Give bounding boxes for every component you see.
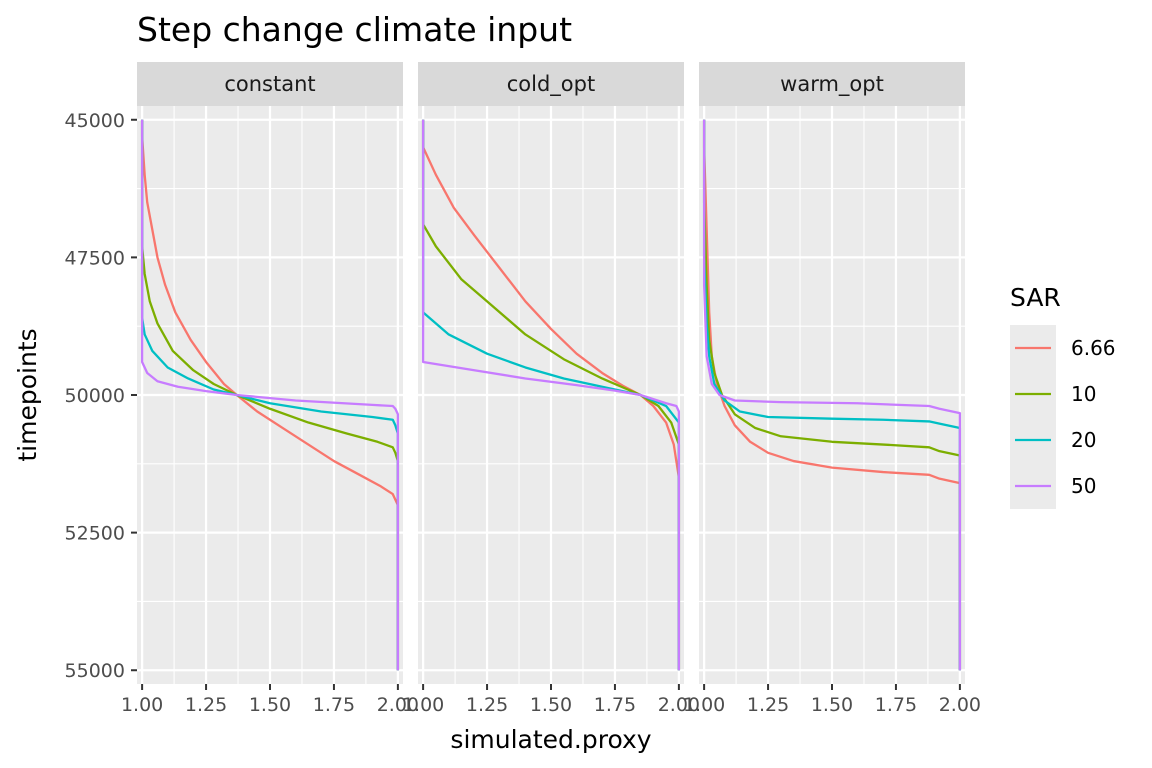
- legend-item: 10: [1010, 371, 1096, 417]
- y-tick-label: 52500: [65, 523, 125, 545]
- legend-label: 10: [1071, 382, 1096, 406]
- x-tick-label: 1.75: [594, 694, 636, 716]
- series-line-6-66: [702, 119, 962, 671]
- facet-panel-cold_opt: cold_opt: [418, 62, 684, 684]
- x-tick-label: 1.00: [121, 694, 163, 716]
- x-tick-label: 1.50: [530, 694, 572, 716]
- x-tick-label: 1.00: [683, 694, 725, 716]
- x-tick-label: 1.00: [402, 694, 444, 716]
- facet-panel-constant: constant: [137, 62, 403, 684]
- x-tick-label: 2.00: [658, 694, 700, 716]
- x-tick-label: 1.25: [747, 694, 789, 716]
- x-axis-title: simulated.proxy: [450, 725, 651, 754]
- x-tick-label: 1.25: [185, 694, 227, 716]
- series-line-50: [140, 119, 400, 671]
- facet-panel-warm_opt: warm_opt: [699, 62, 965, 684]
- facet-strip-label: warm_opt: [780, 72, 884, 97]
- series-line-6-66: [140, 119, 400, 671]
- facet-strip: [699, 62, 965, 106]
- legend-item: 6.66: [1010, 325, 1116, 371]
- x-tick-label: 1.25: [466, 694, 508, 716]
- series-line-10: [421, 119, 681, 671]
- series-line-6-66: [421, 119, 681, 671]
- y-tick-label: 55000: [65, 660, 125, 682]
- series-line-10: [702, 119, 962, 671]
- x-axis-cold_opt: 1.00 1.25 1.50 1.75 2.00: [402, 684, 700, 716]
- series-line-20: [421, 119, 681, 671]
- legend: SAR 6.66 10 20 50: [1010, 283, 1116, 509]
- facet-strip-label: cold_opt: [507, 72, 595, 97]
- y-tick-label: 47500: [65, 247, 125, 269]
- x-tick-label: 1.50: [249, 694, 291, 716]
- series-line-50: [421, 119, 681, 671]
- facet-strip: [137, 62, 403, 106]
- facet-strip-label: constant: [224, 72, 315, 96]
- x-axes: 1.00 1.25 1.50 1.75 2.001.00 1.25 1.50 1.75 2.00…: [121, 684, 981, 716]
- legend-label: 20: [1071, 428, 1096, 452]
- series-line-50: [702, 119, 962, 671]
- x-tick-label: 2.00: [939, 694, 981, 716]
- x-tick-label: 1.50: [811, 694, 853, 716]
- x-tick-label: 1.75: [875, 694, 917, 716]
- legend-label: 50: [1071, 474, 1096, 498]
- x-tick-label: 2.00: [377, 694, 419, 716]
- facet-panels: constant cold_opt warm_opt: [137, 62, 965, 684]
- y-axis-title: timepoints: [13, 328, 42, 461]
- facet-strip: [418, 62, 684, 106]
- legend-item: 20: [1010, 417, 1096, 463]
- series-line-20: [702, 119, 962, 671]
- x-axis-constant: 1.00 1.25 1.50 1.75 2.00: [121, 684, 419, 716]
- y-tick-label: 50000: [65, 385, 125, 407]
- chart-title: Step change climate input: [137, 10, 572, 49]
- legend-item: 50: [1010, 463, 1096, 509]
- x-tick-label: 1.75: [313, 694, 355, 716]
- y-axis: 45000 47500 50000 52500 55000: [65, 110, 137, 682]
- legend-label: 6.66: [1071, 336, 1116, 360]
- y-tick-label: 45000: [65, 110, 125, 132]
- x-axis-warm_opt: 1.00 1.25 1.50 1.75 2.00: [683, 684, 981, 716]
- legend-title: SAR: [1010, 283, 1061, 312]
